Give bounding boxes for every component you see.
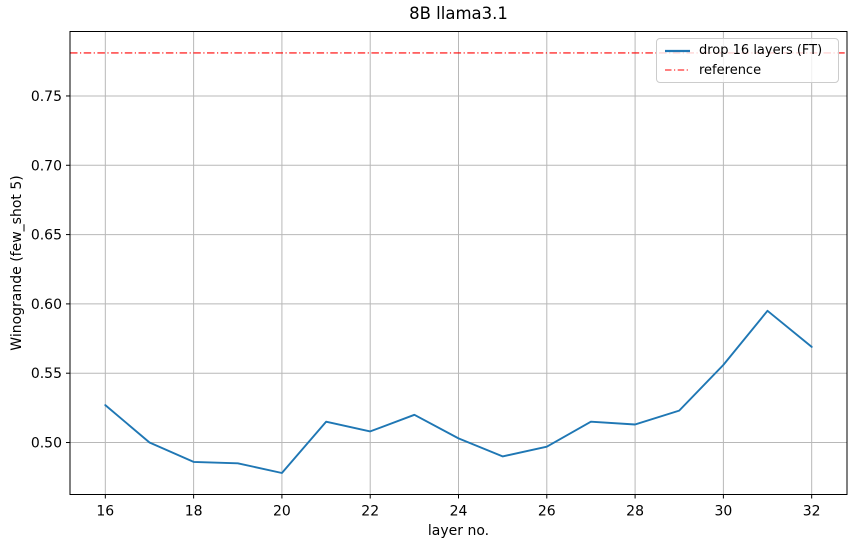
y-tick-label: 0.70 xyxy=(31,158,62,174)
x-tick-label: 16 xyxy=(96,504,114,520)
series-line xyxy=(104,309,813,474)
legend-dashdot-line-icon xyxy=(665,69,690,71)
x-axis-label: layer no. xyxy=(427,523,490,539)
legend-label: reference xyxy=(699,62,762,78)
legend-label: drop 16 layers (FT) xyxy=(699,43,823,59)
y-tick-label: 0.60 xyxy=(31,297,62,313)
y-tick-label: 0.50 xyxy=(31,436,62,452)
x-tick-label: 20 xyxy=(273,504,291,520)
x-tick-label: 30 xyxy=(714,504,732,520)
x-tick-label: 32 xyxy=(803,504,821,520)
y-tick-label: 0.55 xyxy=(31,366,62,382)
y-axis-label: Winogrande (few_shot 5) xyxy=(9,175,25,351)
x-tick-label: 18 xyxy=(185,504,203,520)
legend-item-reference: reference xyxy=(664,61,831,80)
y-tick-label: 0.75 xyxy=(31,89,62,105)
x-tick-label: 28 xyxy=(626,504,644,520)
x-tick-label: 26 xyxy=(538,504,556,520)
legend-solid-line-icon xyxy=(665,49,690,52)
legend-item-drop-16-layers: drop 16 layers (FT) xyxy=(664,41,831,60)
x-tick-label: 24 xyxy=(450,504,468,520)
x-tick-label: 22 xyxy=(361,504,379,520)
chart-title: 8B llama3.1 xyxy=(409,4,508,23)
legend: drop 16 layers (FT) reference xyxy=(656,38,839,83)
y-tick-label: 0.65 xyxy=(31,228,62,244)
